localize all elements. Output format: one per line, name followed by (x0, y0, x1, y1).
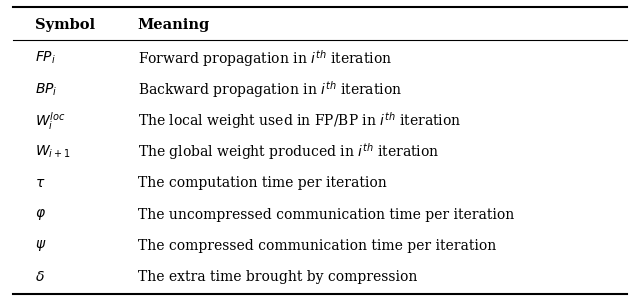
Text: The compressed communication time per iteration: The compressed communication time per it… (138, 239, 496, 253)
Text: The uncompressed communication time per iteration: The uncompressed communication time per … (138, 208, 514, 221)
Text: $\tau$: $\tau$ (35, 176, 45, 190)
Text: $\mathit{FP}_{i}$: $\mathit{FP}_{i}$ (35, 50, 56, 66)
Text: Forward propagation in $\mathit{i}^{\mathit{th}}$ iteration: Forward propagation in $\mathit{i}^{\mat… (138, 48, 392, 69)
Text: The global weight produced in $\mathit{i}^{\mathit{th}}$ iteration: The global weight produced in $\mathit{i… (138, 142, 439, 162)
Text: The extra time brought by compression: The extra time brought by compression (138, 270, 417, 284)
Text: $\varphi$: $\varphi$ (35, 207, 46, 222)
Text: $\mathit{W}_{i+1}$: $\mathit{W}_{i+1}$ (35, 144, 71, 160)
Text: $\delta$: $\delta$ (35, 270, 45, 284)
Text: Meaning: Meaning (138, 18, 210, 32)
Text: $\mathit{W}_{i}^{\mathit{loc}}$: $\mathit{W}_{i}^{\mathit{loc}}$ (35, 110, 66, 132)
Text: $\mathit{BP}_{i}$: $\mathit{BP}_{i}$ (35, 81, 58, 98)
Text: Symbol: Symbol (35, 18, 95, 32)
Text: The computation time per iteration: The computation time per iteration (138, 176, 387, 190)
Text: $\psi$: $\psi$ (35, 238, 47, 253)
Text: The local weight used in FP/BP in $\mathit{i}^{\mathit{th}}$ iteration: The local weight used in FP/BP in $\math… (138, 110, 461, 131)
Text: Backward propagation in $\mathit{i}^{\mathit{th}}$ iteration: Backward propagation in $\mathit{i}^{\ma… (138, 79, 402, 100)
